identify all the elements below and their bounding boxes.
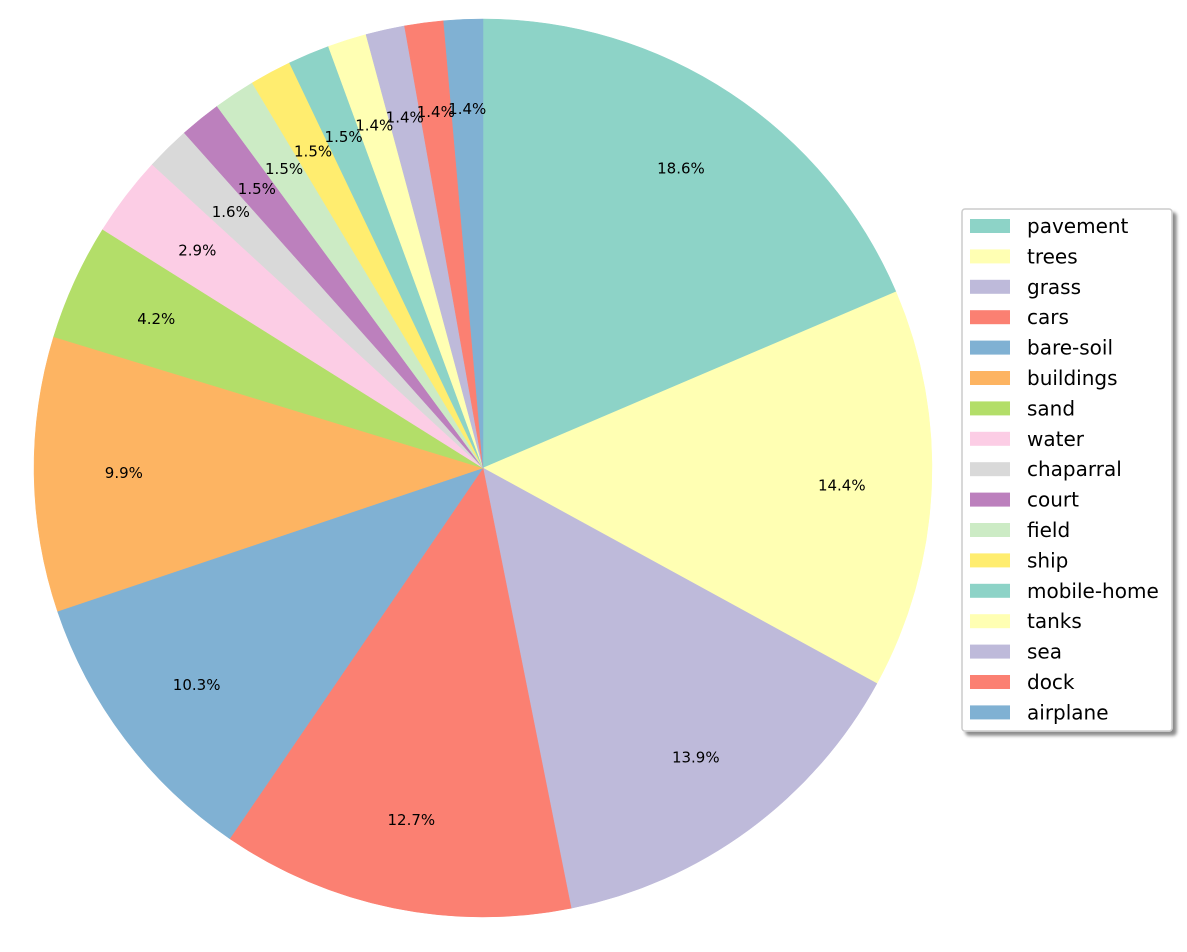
pie-label-airplane: 1.4% [448, 100, 486, 118]
pie-slice-bare-soil [57, 467, 484, 840]
pie-slice-grass [482, 467, 878, 909]
legend-label-sand: sand [1027, 396, 1075, 420]
pie-label-cars: 12.7% [388, 811, 436, 829]
pie-label-ship: 1.5% [294, 143, 332, 161]
legend-swatch-tanks [970, 614, 1010, 629]
legend-swatch-bare-soil [970, 340, 1010, 355]
legend-swatch-cars [970, 310, 1010, 325]
pie-label-bare-soil: 10.3% [173, 676, 221, 694]
legend-swatch-pavement [970, 219, 1010, 233]
pie-label-chaparral: 1.6% [212, 203, 250, 221]
legend-items: pavement trees grass cars bare-soil buildings… [970, 214, 1159, 724]
legend-label-cars: cars [1027, 305, 1069, 329]
legend-swatch-trees [970, 249, 1010, 264]
legend-box [961, 208, 1173, 732]
legend-swatch-water [970, 431, 1010, 446]
legend-item-mobile-home: mobile-home [970, 579, 1159, 603]
legend-item-pavement: pavement [970, 214, 1129, 238]
pie-label-tanks: 1.4% [355, 117, 393, 135]
legend-swatch-field [970, 523, 1010, 537]
legend-swatch-ship [970, 553, 1010, 568]
legend-swatch-dock [970, 675, 1010, 689]
legend-item-sea: sea [970, 640, 1062, 664]
pie-slices [33, 18, 933, 918]
legend-item-grass: grass [970, 275, 1081, 299]
legend-label-pavement: pavement [1027, 214, 1129, 238]
legend-swatch-grass [970, 279, 1010, 294]
pie-label-grass: 13.9% [672, 748, 720, 766]
legend-label-dock: dock [1027, 670, 1075, 694]
legend-item-water: water [970, 427, 1085, 451]
legend-label-court: court [1027, 488, 1079, 512]
legend-swatch-buildings [970, 371, 1010, 385]
legend-swatch-mobile-home [970, 583, 1010, 598]
legend-swatch-sea [970, 644, 1010, 659]
legend-label-sea: sea [1027, 640, 1062, 664]
pie-label-field: 1.5% [265, 160, 303, 178]
pie-label-buildings: 9.9% [105, 464, 143, 482]
pie-label-court: 1.5% [238, 180, 276, 198]
legend-item-chaparral: chaparral [970, 457, 1122, 481]
legend-label-chaparral: chaparral [1027, 457, 1122, 481]
pie-label-pavement: 18.6% [657, 159, 705, 177]
legend-item-trees: trees [970, 244, 1078, 268]
pie-label-dock: 1.4% [417, 103, 455, 121]
pie-label-trees: 14.4% [818, 476, 866, 494]
legend-label-trees: trees [1027, 244, 1078, 268]
legend: pavement trees grass cars bare-soil buildings… [961, 208, 1173, 732]
legend-swatch-sand [970, 401, 1010, 416]
legend-label-grass: grass [1027, 275, 1081, 299]
legend-swatch-chaparral [970, 462, 1010, 477]
pie-slice-pavement [482, 18, 897, 469]
legend-item-court: court [970, 488, 1079, 512]
pie-slice-trees [482, 291, 933, 684]
legend-label-tanks: tanks [1027, 609, 1082, 633]
pie-label-sea: 1.4% [386, 108, 424, 126]
legend-item-field: field [970, 518, 1070, 542]
legend-label-field: field [1027, 518, 1070, 542]
legend-swatch-airplane [970, 705, 1010, 720]
legend-label-mobile-home: mobile-home [1027, 579, 1159, 603]
pie-label-mobile-home: 1.5% [325, 128, 363, 146]
pie-labels: 18.6% 14.4% 13.9% 12.7% 10.3% 9.9% 4.2% 2.9% 1.6… [105, 100, 866, 829]
legend-label-airplane: airplane [1027, 700, 1109, 724]
legend-label-buildings: buildings [1027, 366, 1118, 390]
legend-swatch-court [970, 492, 1010, 507]
legend-item-tanks: tanks [970, 609, 1082, 633]
pie-label-sand: 4.2% [137, 310, 175, 328]
legend-item-sand: sand [970, 396, 1075, 420]
pie-slice-airplane [443, 18, 484, 469]
pie-slice-cars [229, 467, 572, 918]
pie-label-water: 2.9% [178, 241, 216, 259]
legend-item-buildings: buildings [970, 366, 1118, 390]
legend-item-ship: ship [970, 548, 1068, 572]
legend-label-bare-soil: bare-soil [1027, 336, 1113, 360]
legend-item-bare-soil: bare-soil [970, 336, 1113, 360]
legend-item-cars: cars [970, 305, 1069, 329]
legend-label-water: water [1027, 427, 1085, 451]
pie-slice-buildings [33, 336, 484, 612]
legend-label-ship: ship [1027, 548, 1068, 572]
legend-item-airplane: airplane [970, 700, 1109, 724]
legend-item-dock: dock [970, 670, 1075, 694]
